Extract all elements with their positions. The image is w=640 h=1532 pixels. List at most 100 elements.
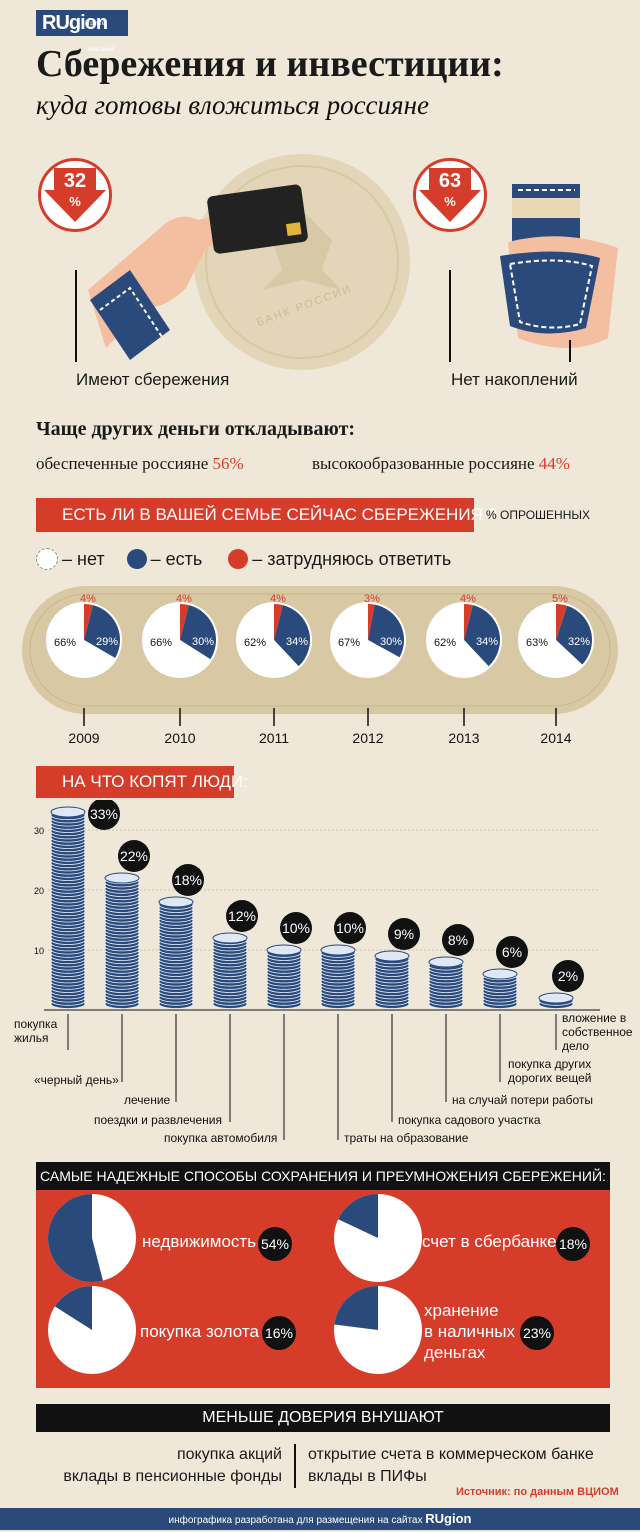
footer-text: инфографика разработана для размещения н… — [168, 1515, 423, 1526]
coin-top — [266, 944, 302, 956]
no-savings-label: Нет накоплений — [451, 370, 578, 389]
savings-percent-value: 32 — [63, 170, 87, 192]
year-label: 2012 — [352, 730, 383, 746]
less-trust-item-3: открытие счета в коммерческом банке — [308, 1446, 594, 1463]
empty-pocket-icon — [500, 251, 600, 334]
less-trust-item-1: покупка акций — [176, 1446, 282, 1463]
year-label: 2009 — [68, 730, 99, 746]
pie-label-unsure: 4% — [176, 593, 192, 605]
pie-label-no: 67% — [338, 637, 360, 649]
pie-label-no: 62% — [244, 637, 266, 649]
coin-top — [538, 992, 574, 1004]
category-label: дорогих вещей — [508, 1071, 591, 1085]
value-label: 18% — [174, 872, 202, 888]
reliable-label-4b: в наличных — [424, 1322, 515, 1341]
pie-slice-yes — [274, 605, 311, 667]
value-badge — [280, 912, 312, 944]
pie-slice-yes — [180, 605, 216, 660]
often-item-1-value: 56% — [212, 454, 244, 473]
value-badge — [496, 936, 528, 968]
reliable-value-2: 18% — [556, 1227, 590, 1261]
category-label: покупка автомобиля — [164, 1131, 277, 1145]
coin-stack — [158, 896, 194, 1009]
pie-label-yes: 34% — [476, 636, 498, 648]
pie-slice-yes — [84, 605, 121, 658]
logo-small-text: группа компаний — [88, 21, 115, 53]
legend-no-label: – нет — [62, 548, 105, 569]
y-tick-label: 20 — [34, 886, 44, 896]
pie-label-yes: 30% — [380, 636, 402, 648]
often-heading: Чаще других деньги откладывают: — [36, 418, 356, 440]
year-label: 2010 — [164, 730, 195, 746]
save-for-bar: НА ЧТО КОПЯТ ЛЮДИ: — [36, 766, 248, 798]
pie-label-unsure: 4% — [270, 593, 286, 605]
coin-top — [50, 806, 86, 818]
reliable-label-4c: деньгах — [424, 1343, 486, 1362]
coin-top — [158, 896, 194, 908]
pie-label-yes: 32% — [568, 636, 590, 648]
pie-slice-no — [48, 604, 116, 676]
value-label: 9% — [394, 926, 414, 942]
pie-label-unsure: 4% — [460, 593, 476, 605]
value-label: 8% — [448, 932, 468, 948]
often-item-2-label: высокообразованные россияне — [312, 454, 535, 473]
coin-stack — [320, 944, 356, 1009]
pie-label-no: 63% — [526, 637, 548, 649]
coin-stack — [50, 806, 86, 1009]
reliable-label-4a: хранение — [424, 1301, 499, 1320]
savings-legend: – нет – есть – затрудняюсь ответить — [36, 548, 451, 570]
category-label: покупка — [14, 1017, 58, 1031]
pie-label-unsure: 5% — [552, 593, 568, 605]
reliable-pie-slice — [338, 1194, 378, 1238]
save-for-bar-chart: 10 20 30 33% 22% 18% 12% 10% 10% 9% 8% 6% 2% покупкаж… — [14, 800, 633, 1145]
reliable-pie-charts — [48, 1194, 422, 1374]
coin-stack — [266, 944, 302, 1009]
category-label: покупка других — [508, 1057, 591, 1071]
legend-yes-swatch — [126, 549, 147, 569]
value-badge — [334, 912, 366, 944]
value-badge — [388, 918, 420, 950]
no-savings-percent-sign: % — [444, 194, 456, 209]
value-label: 33% — [90, 806, 118, 822]
pie-slice-no — [428, 604, 489, 676]
category-label: дело — [562, 1039, 589, 1053]
pie-slice-no — [332, 604, 400, 676]
reliable-value-4: 23% — [520, 1316, 554, 1350]
category-label: лечение — [124, 1093, 171, 1107]
less-trust-item-2: вклады в пенсионные фонды — [63, 1468, 282, 1485]
value-badge — [552, 960, 584, 992]
unit-note: % ОПРОШЕННЫХ — [486, 508, 590, 522]
savings-pie-charts: 29% 66% 4% 2009 30% 66% 4% 2010 34% 62% 4% 2011 30% 6… — [22, 586, 618, 746]
less-trust-right: открытие счета в коммерческом банке вкла… — [308, 1444, 594, 1488]
pie-slice-no — [144, 604, 211, 676]
coin-stack — [538, 992, 574, 1009]
pie-label-unsure: 4% — [80, 593, 96, 605]
year-label: 2014 — [540, 730, 571, 746]
often-item-2-value: 44% — [538, 454, 570, 473]
coin-top — [104, 872, 140, 884]
reliable-value-3: 16% — [262, 1316, 296, 1350]
category-label: собственное — [562, 1025, 633, 1039]
sleeve-left-icon — [90, 270, 170, 360]
reliable-pie-slice — [54, 1286, 92, 1330]
pie-slice-unsure — [274, 604, 283, 640]
coin-stack — [482, 968, 518, 1009]
less-trust-left: покупка акций вклады в пенсионные фонды — [0, 1444, 282, 1488]
value-badge — [88, 800, 120, 830]
savings-percent-sign: % — [69, 194, 81, 209]
often-item-1-label: обеспеченные россияне — [36, 454, 209, 473]
pie-slice-yes — [368, 604, 405, 658]
reliable-label-2: счет в сбербанке — [422, 1232, 557, 1251]
pie-slice-unsure — [368, 604, 375, 640]
source-note: Источник: по данным ВЦИОМ — [456, 1486, 619, 1498]
often-item-1: обеспеченные россияне 56% — [36, 454, 244, 474]
value-badge — [226, 900, 258, 932]
pie-label-yes: 34% — [286, 636, 308, 648]
pie-label-unsure: 3% — [364, 593, 380, 605]
y-tick-label: 30 — [34, 826, 44, 836]
bank-card-icon — [207, 184, 308, 254]
savings-question-bar: ЕСТЬ ЛИ В ВАШЕЙ СЕМЬЕ СЕЙЧАС СБЕРЕЖЕНИЯ … — [36, 498, 497, 532]
pie-label-yes: 30% — [192, 636, 214, 648]
category-label: поездки и развлечения — [94, 1113, 222, 1127]
reliable-label-3: покупка золота — [140, 1322, 259, 1341]
